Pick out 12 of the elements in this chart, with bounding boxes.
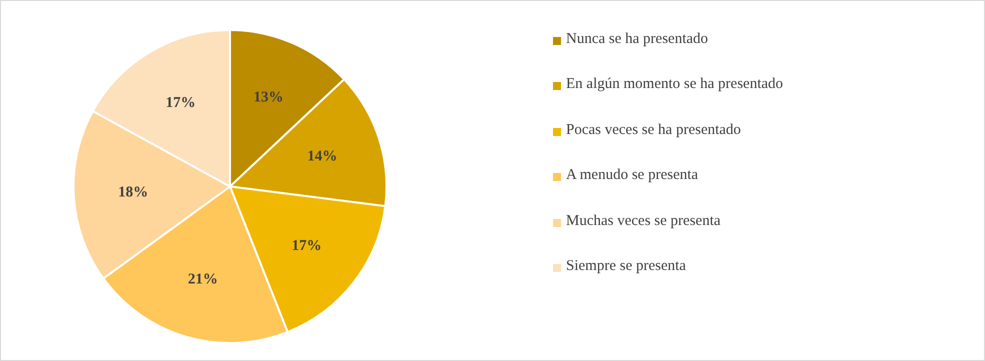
data-label: 17%	[166, 94, 196, 111]
data-label: 17%	[292, 238, 322, 254]
legend-label: Nunca se ha presentado	[566, 31, 708, 48]
data-label: 13%	[254, 89, 284, 106]
legend-label: Siempre se presenta	[566, 258, 686, 275]
data-label: 21%	[188, 272, 218, 288]
data-label: 18%	[118, 184, 148, 200]
legend-label: En algún momento se ha presentado	[566, 76, 784, 94]
legend-label: Pocas veces se ha presentado	[566, 122, 741, 139]
legend-label: A menudo se presenta	[566, 167, 698, 184]
data-label: 14%	[307, 148, 338, 164]
legend-label: Muchas veces se presenta	[566, 212, 721, 230]
